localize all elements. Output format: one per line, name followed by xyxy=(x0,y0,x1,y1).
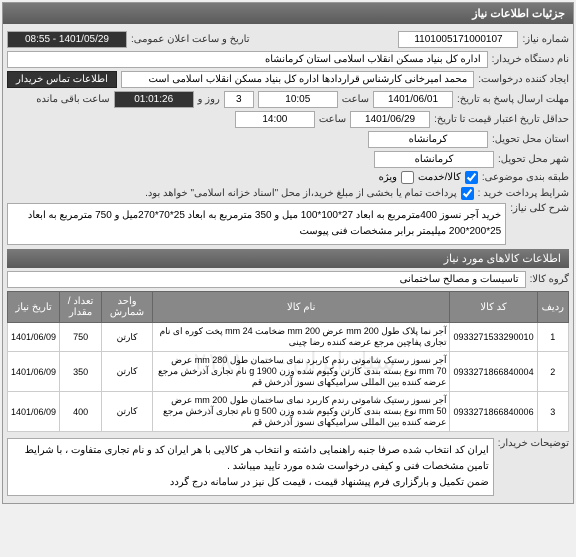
row-group: گروه کالا: تاسیسات و مصالح ساختمانی xyxy=(7,271,569,288)
table-cell: 0933271866840004 xyxy=(450,352,537,392)
row-requester: ایجاد کننده درخواست: محمد امیرخانی کارشن… xyxy=(7,71,569,88)
table-cell: آجر نسوز رستیک شاموتی رندم کاربرد نمای س… xyxy=(152,352,450,392)
table-header-row: ردیفکد کالانام کالاواحد شمارشتعداد / مقد… xyxy=(8,292,569,323)
buyer-label: نام دستگاه خریدار: xyxy=(492,54,569,65)
table-cell: 1 xyxy=(537,323,568,352)
row-deadline: مهلت ارسال پاسخ به تاریخ: 1401/06/01 ساع… xyxy=(7,91,569,108)
buyer-notes-label: توضیحات خریدار: xyxy=(498,438,569,449)
table-cell: 1401/06/09 xyxy=(8,392,60,432)
table-col-header: نام کالا xyxy=(152,292,450,323)
row-payment: شرایط پرداخت خرید : پرداخت تمام یا بخشی … xyxy=(7,187,569,200)
table-col-header: ردیف xyxy=(537,292,568,323)
table-row: 30933271866840006آجر نسوز رستیک شاموتی ر… xyxy=(8,392,569,432)
payment-value: پرداخت تمام یا بخشی از مبلغ خرید،از محل … xyxy=(145,188,457,199)
need-number-value: 1101005171000107 xyxy=(398,31,518,48)
announce-date-value: 1401/05/29 - 08:55 xyxy=(7,31,127,48)
table-row: 10933271533290010آجر نما پلاک طول mm 200… xyxy=(8,323,569,352)
table-cell: 400 xyxy=(60,392,102,432)
table-cell: 0933271533290010 xyxy=(450,323,537,352)
deadline-time-label: ساعت xyxy=(342,94,369,105)
deadline-countdown: 01:01:26 xyxy=(114,91,194,108)
description-label: شرح کلی نیاز: xyxy=(510,203,569,214)
budget-opt2-group: ویژه xyxy=(379,171,414,184)
table-cell: 350 xyxy=(60,352,102,392)
row-description: شرح کلی نیاز: خرید آجر نسوز 400مترمربع ب… xyxy=(7,203,569,245)
table-col-header: کد کالا xyxy=(450,292,537,323)
validity-time-label: ساعت xyxy=(319,114,346,125)
table-col-header: تاریخ نیاز xyxy=(8,292,60,323)
deadline-date: 1401/06/01 xyxy=(373,91,453,108)
need-info-header: اطلاعات کالاهای مورد نیاز xyxy=(7,249,569,268)
table-cell: آجر نسوز رستیک شاموتی رندم کاربرد نمای س… xyxy=(152,392,450,432)
row-validity: حداقل تاریخ اعتبار قیمت تا تاریخ: 1401/0… xyxy=(7,111,569,128)
table-cell: کارتن xyxy=(102,392,153,432)
table-cell: 0933271866840006 xyxy=(450,392,537,432)
deadline-days-label: روز و xyxy=(198,94,220,105)
contact-button[interactable]: اطلاعات تماس خریدار xyxy=(7,71,117,88)
deadline-label: مهلت ارسال پاسخ به تاریخ: xyxy=(457,94,569,105)
table-cell: 2 xyxy=(537,352,568,392)
row-province: استان محل تحویل: کرمانشاه xyxy=(7,131,569,148)
table-cell: کارتن xyxy=(102,352,153,392)
announce-date-label: تاریخ و ساعت اعلان عمومی: xyxy=(131,34,250,45)
province-label: استان محل تحویل: xyxy=(492,134,569,145)
main-panel-header: جزئیات اطلاعات نیاز xyxy=(3,3,573,24)
budget-opt1-group: کالا/خدمت xyxy=(418,171,478,184)
table-cell: 3 xyxy=(537,392,568,432)
buyer-notes-value: ایران کد انتخاب شده صرفا جنبه راهنمایی د… xyxy=(7,438,494,496)
items-table: ردیفکد کالانام کالاواحد شمارشتعداد / مقد… xyxy=(7,291,569,432)
table-cell: 1401/06/09 xyxy=(8,352,60,392)
requester-value: محمد امیرخانی کارشناس قراردادها اداره کل… xyxy=(121,71,474,88)
row-buyer-notes: توضیحات خریدار: ایران کد انتخاب شده صرفا… xyxy=(7,438,569,496)
buyer-value: اداره کل بنیاد مسکن انقلاب اسلامی استان … xyxy=(7,51,488,68)
group-label: گروه کالا: xyxy=(530,274,569,285)
budget-opt1-label: کالا/خدمت xyxy=(418,172,461,183)
table-row: 20933271866840004آجر نسوز رستیک شاموتی ر… xyxy=(8,352,569,392)
group-value: تاسیسات و مصالح ساختمانی xyxy=(7,271,526,288)
description-value: خرید آجر نسوز 400مترمربع به ابعاد 27*100… xyxy=(7,203,506,245)
table-cell: 750 xyxy=(60,323,102,352)
row-city: شهر محل تحویل: کرمانشاه xyxy=(7,151,569,168)
city-label: شهر محل تحویل: xyxy=(498,154,569,165)
table-wrapper: ستاد ایران - ۰۲۱۸۱۰۰ ردیفکد کالانام کالا… xyxy=(7,291,569,432)
need-number-label: شماره نیاز: xyxy=(522,34,569,45)
main-panel-body: شماره نیاز: 1101005171000107 تاریخ و ساع… xyxy=(3,24,573,503)
table-body: 10933271533290010آجر نما پلاک طول mm 200… xyxy=(8,323,569,432)
table-cell: کارتن xyxy=(102,323,153,352)
row-budget: طبقه بندی موضوعی: کالا/خدمت ویژه xyxy=(7,171,569,184)
province-value: کرمانشاه xyxy=(368,131,488,148)
row-buyer: نام دستگاه خریدار: اداره کل بنیاد مسکن ا… xyxy=(7,51,569,68)
table-col-header: واحد شمارش xyxy=(102,292,153,323)
main-panel: جزئیات اطلاعات نیاز شماره نیاز: 11010051… xyxy=(2,2,574,504)
validity-label: حداقل تاریخ اعتبار قیمت تا تاریخ: xyxy=(434,114,569,125)
budget-label: طبقه بندی موضوعی: xyxy=(482,172,569,183)
validity-date: 1401/06/29 xyxy=(350,111,430,128)
payment-checkbox[interactable] xyxy=(461,187,474,200)
budget-opt2-label: ویژه xyxy=(379,172,397,183)
row-need-number: شماره نیاز: 1101005171000107 تاریخ و ساع… xyxy=(7,31,569,48)
deadline-remain-label: ساعت باقی مانده xyxy=(36,94,109,105)
deadline-days: 3 xyxy=(224,91,254,108)
requester-label: ایجاد کننده درخواست: xyxy=(478,74,569,85)
payment-label: شرایط پرداخت خرید : xyxy=(478,188,569,199)
budget-opt1-checkbox[interactable] xyxy=(465,171,478,184)
table-col-header: تعداد / مقدار xyxy=(60,292,102,323)
deadline-time: 10:05 xyxy=(258,91,338,108)
budget-opt2-checkbox[interactable] xyxy=(401,171,414,184)
table-cell: آجر نما پلاک طول mm 200 عرض mm 200 ضخامت… xyxy=(152,323,450,352)
table-cell: 1401/06/09 xyxy=(8,323,60,352)
validity-time: 14:00 xyxy=(235,111,315,128)
city-value: کرمانشاه xyxy=(374,151,494,168)
